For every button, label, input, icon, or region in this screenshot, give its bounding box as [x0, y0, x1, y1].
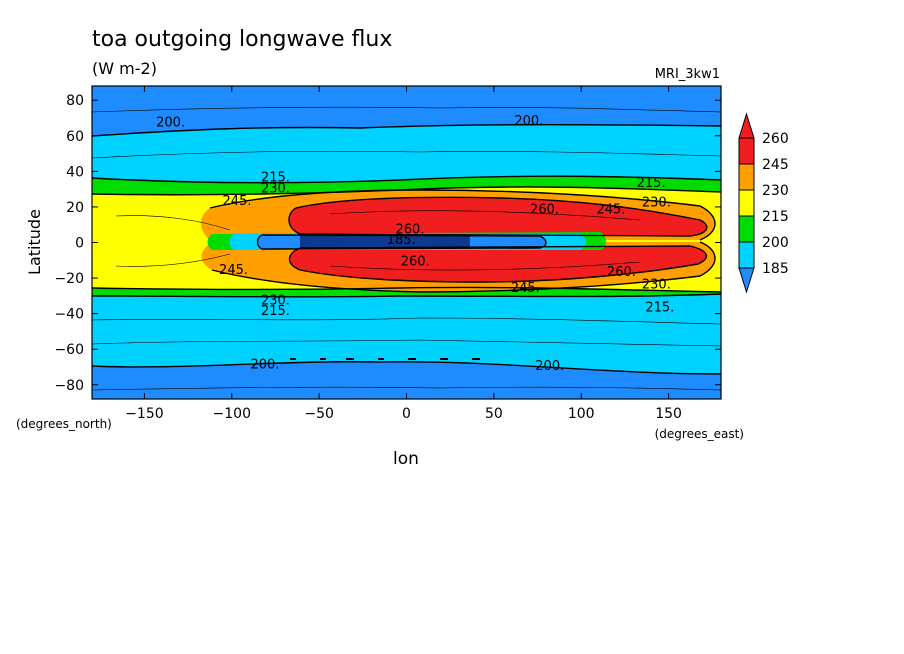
- y-tick-label: 40: [66, 164, 84, 180]
- band-260-south: [289, 246, 707, 282]
- contour-label: 230.: [642, 196, 671, 211]
- x-tick-label: 0: [402, 406, 411, 422]
- x-unit-label: (degrees_east): [655, 427, 744, 441]
- contour-label: 215.: [261, 171, 290, 186]
- y-tick-label: 80: [66, 93, 84, 109]
- colorbar-swatch: [738, 189, 755, 217]
- y-unit-label: (degrees_north): [16, 417, 112, 431]
- band-260-north: [288, 197, 707, 236]
- colorbar-swatch: [738, 163, 755, 191]
- x-tick-label: −150: [125, 406, 163, 422]
- y-tick-label: −60: [54, 342, 84, 358]
- x-tick-label: 100: [568, 406, 595, 422]
- colorbar-swatch: [738, 215, 755, 243]
- contour-label: 185.: [387, 233, 416, 248]
- x-tick-label: −100: [213, 406, 251, 422]
- contour-label: 230.: [261, 181, 290, 196]
- contour-label: 230.: [261, 293, 290, 308]
- contour-lines: [92, 123, 721, 375]
- contour-label: 260.: [396, 222, 425, 237]
- colorbar-extend-low: [738, 267, 755, 294]
- x-tick-label: −50: [304, 406, 334, 422]
- contour-labels: 200. 200.215.230. 215.245. 230.245.260.260.…: [156, 114, 674, 374]
- contour-label: 245.: [511, 281, 540, 296]
- contour-label: 260.: [530, 203, 559, 218]
- y-axis-title: Latitude: [25, 209, 44, 275]
- x-tick-label: 150: [655, 406, 682, 422]
- y-tick-label: −20: [54, 271, 84, 287]
- colorbar-level-label: 245: [762, 157, 789, 173]
- colorbar-level-label: 215: [762, 209, 789, 225]
- x-tick-label: 50: [485, 406, 503, 422]
- y-tick-label: 20: [66, 200, 84, 216]
- x-axis-title: lon: [393, 449, 419, 469]
- colorbar-swatch-top: [738, 137, 755, 165]
- colorbar-level-label: 260: [762, 131, 789, 147]
- colorbar-level-label: 200: [762, 235, 789, 251]
- contour-label: 200.: [514, 114, 543, 129]
- chart-title: toa outgoing longwave flux: [92, 27, 392, 52]
- band-equator-core: [300, 236, 470, 248]
- chart-subtitle: (W m-2): [92, 59, 157, 78]
- contour-label: 200.: [156, 116, 185, 131]
- x-axis: −150 −100 −50 0 50 100 150: [125, 86, 682, 422]
- contour-label: 245.: [223, 194, 252, 209]
- contour-label: 230.: [642, 277, 671, 292]
- contour-label: 200.: [250, 357, 279, 372]
- y-tick-label: 0: [75, 236, 84, 252]
- contour-label: 245.: [596, 203, 625, 218]
- contour-label: 200.: [535, 359, 564, 374]
- contour-label: 260.: [607, 265, 636, 280]
- contour-field: [92, 86, 721, 399]
- contour-label: 215.: [261, 304, 290, 319]
- y-tick-label: 60: [66, 129, 84, 145]
- y-tick-label: −40: [54, 307, 84, 323]
- contour-label: 215.: [637, 176, 666, 191]
- y-tick-label: −80: [54, 378, 84, 394]
- y-axis: 80 60 40 20 0 −20 −40 −60 −80: [54, 93, 721, 394]
- colorbar-extend-high: [738, 112, 755, 139]
- contour-lines-thin: [92, 106, 721, 391]
- colorbar-level-label: 185: [762, 261, 789, 277]
- model-label: MRI_3kw1: [655, 67, 720, 82]
- colorbar-level-label: 230: [762, 183, 789, 199]
- contour-label: 215.: [645, 301, 674, 316]
- contour-label: 245.: [219, 263, 248, 278]
- colorbar: 185 200 215 230 245 260: [738, 112, 789, 294]
- colorbar-swatch: [738, 241, 755, 269]
- contour-label: 260.: [401, 254, 430, 269]
